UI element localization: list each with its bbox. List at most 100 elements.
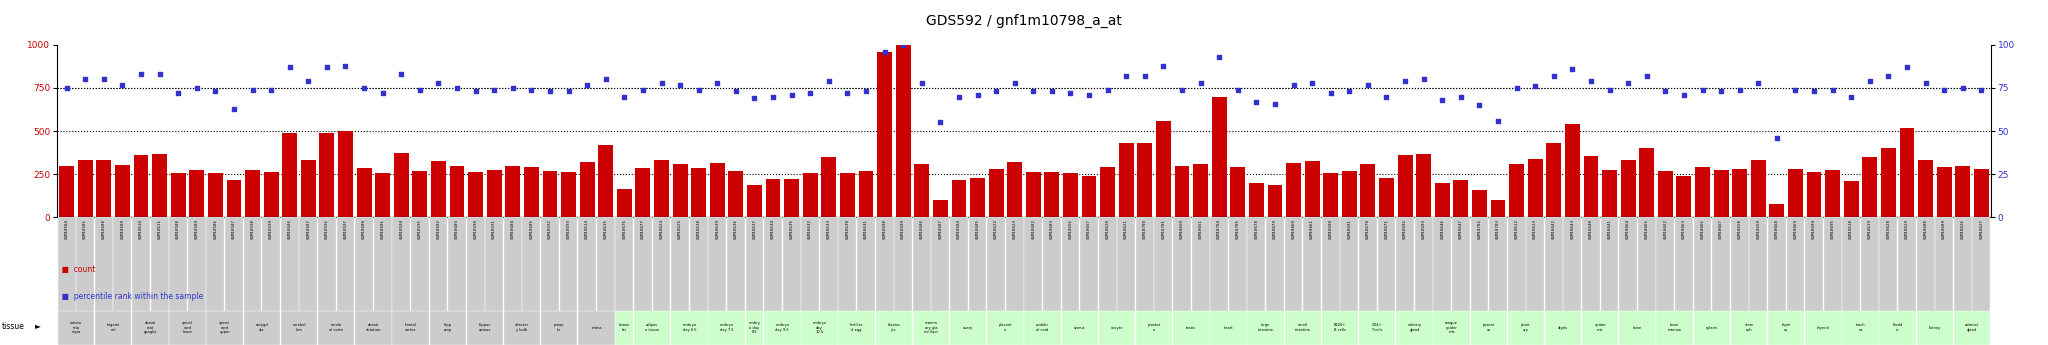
Bar [1434, 217, 1452, 310]
Text: GSM18613: GSM18613 [1534, 219, 1538, 239]
Text: spinal
cord
upper: spinal cord upper [219, 321, 229, 334]
Point [776, 92, 809, 98]
Bar [1901, 128, 1915, 217]
Bar [96, 160, 111, 217]
Bar [672, 217, 688, 310]
Bar [225, 217, 244, 310]
Bar [412, 171, 428, 217]
Bar [672, 164, 688, 217]
Bar [317, 310, 354, 345]
Bar [1507, 310, 1544, 345]
Bar [1397, 310, 1434, 345]
Text: GSM18592: GSM18592 [549, 219, 553, 239]
Point [1798, 89, 1831, 94]
Bar [76, 217, 94, 310]
Bar [635, 310, 670, 345]
Bar [952, 180, 967, 217]
Bar [1378, 217, 1395, 310]
Bar [1268, 186, 1282, 217]
Point [1872, 73, 1905, 79]
Text: GSM18691: GSM18691 [1348, 219, 1352, 239]
Point [645, 80, 678, 86]
Text: GSM18609: GSM18609 [121, 219, 125, 239]
Bar [244, 217, 262, 310]
Text: GSM18687: GSM18687 [938, 219, 942, 239]
Bar [1155, 217, 1171, 310]
Bar [1100, 167, 1114, 217]
Point [1946, 85, 1978, 91]
Point [496, 85, 528, 91]
Text: CD4+
T cells: CD4+ T cells [1372, 324, 1382, 332]
Bar [393, 310, 428, 345]
Bar [59, 166, 74, 217]
Point [367, 90, 399, 96]
Bar [1436, 183, 1450, 217]
Bar [1378, 178, 1395, 217]
Text: GSM18640: GSM18640 [1589, 219, 1593, 239]
Bar [264, 171, 279, 217]
Text: ■  percentile rank within the sample: ■ percentile rank within the sample [57, 292, 203, 301]
Point [1909, 80, 1942, 86]
Bar [1565, 124, 1579, 217]
Bar [1602, 170, 1618, 217]
Bar [969, 217, 987, 310]
Text: GSM18639: GSM18639 [715, 219, 719, 239]
Bar [1081, 176, 1096, 217]
Point [905, 80, 938, 86]
Text: GSM18700: GSM18700 [1143, 219, 1147, 239]
Bar [451, 166, 465, 217]
Bar [1862, 157, 1878, 217]
Text: GSM18585: GSM18585 [84, 219, 88, 239]
Bar [1061, 217, 1079, 310]
Text: large
intestine: large intestine [1257, 324, 1274, 332]
Bar [1823, 217, 1841, 310]
Bar [1079, 217, 1098, 310]
Point [51, 85, 84, 91]
Point [403, 87, 436, 92]
Text: GSM18685: GSM18685 [975, 219, 979, 239]
Point [1407, 77, 1440, 82]
Bar [635, 217, 651, 310]
Bar [934, 200, 948, 217]
Text: salivary
gland: salivary gland [1407, 324, 1421, 332]
Point [535, 89, 567, 94]
Bar [1581, 310, 1618, 345]
Text: GSM18625: GSM18625 [678, 219, 682, 239]
Bar [1006, 217, 1024, 310]
Point [887, 42, 920, 48]
Bar [487, 170, 502, 217]
Text: GSM18634: GSM18634 [770, 219, 774, 239]
Bar [1284, 217, 1303, 310]
Bar [338, 131, 352, 217]
Text: small
intestine: small intestine [1294, 324, 1311, 332]
Bar [1026, 171, 1040, 217]
Point [608, 94, 641, 99]
Text: GSM18643: GSM18643 [1571, 219, 1575, 239]
Point [477, 87, 510, 92]
Bar [877, 217, 893, 310]
Text: embryo
day 9.5: embryo day 9.5 [776, 324, 788, 332]
Text: trach
ea: trach ea [1855, 324, 1866, 332]
Point [719, 89, 752, 94]
Bar [1360, 217, 1376, 310]
Bar [170, 310, 205, 345]
Bar [393, 152, 410, 217]
Bar [1843, 217, 1860, 310]
Bar [1657, 217, 1675, 310]
Point [1817, 87, 1849, 92]
Text: GSM18614: GSM18614 [586, 219, 590, 239]
Text: GSM18701: GSM18701 [1161, 219, 1165, 239]
Text: preop
tic: preop tic [553, 324, 565, 332]
Point [1055, 90, 1087, 96]
Bar [616, 189, 631, 217]
Bar [1974, 169, 1989, 217]
Point [1092, 87, 1124, 92]
Bar [430, 310, 467, 345]
Bar [1509, 164, 1524, 217]
Bar [1454, 180, 1468, 217]
Text: GSM18690: GSM18690 [1329, 219, 1333, 239]
Point [440, 85, 473, 91]
Bar [467, 217, 485, 310]
Point [1202, 54, 1235, 60]
Bar [1919, 160, 1933, 217]
